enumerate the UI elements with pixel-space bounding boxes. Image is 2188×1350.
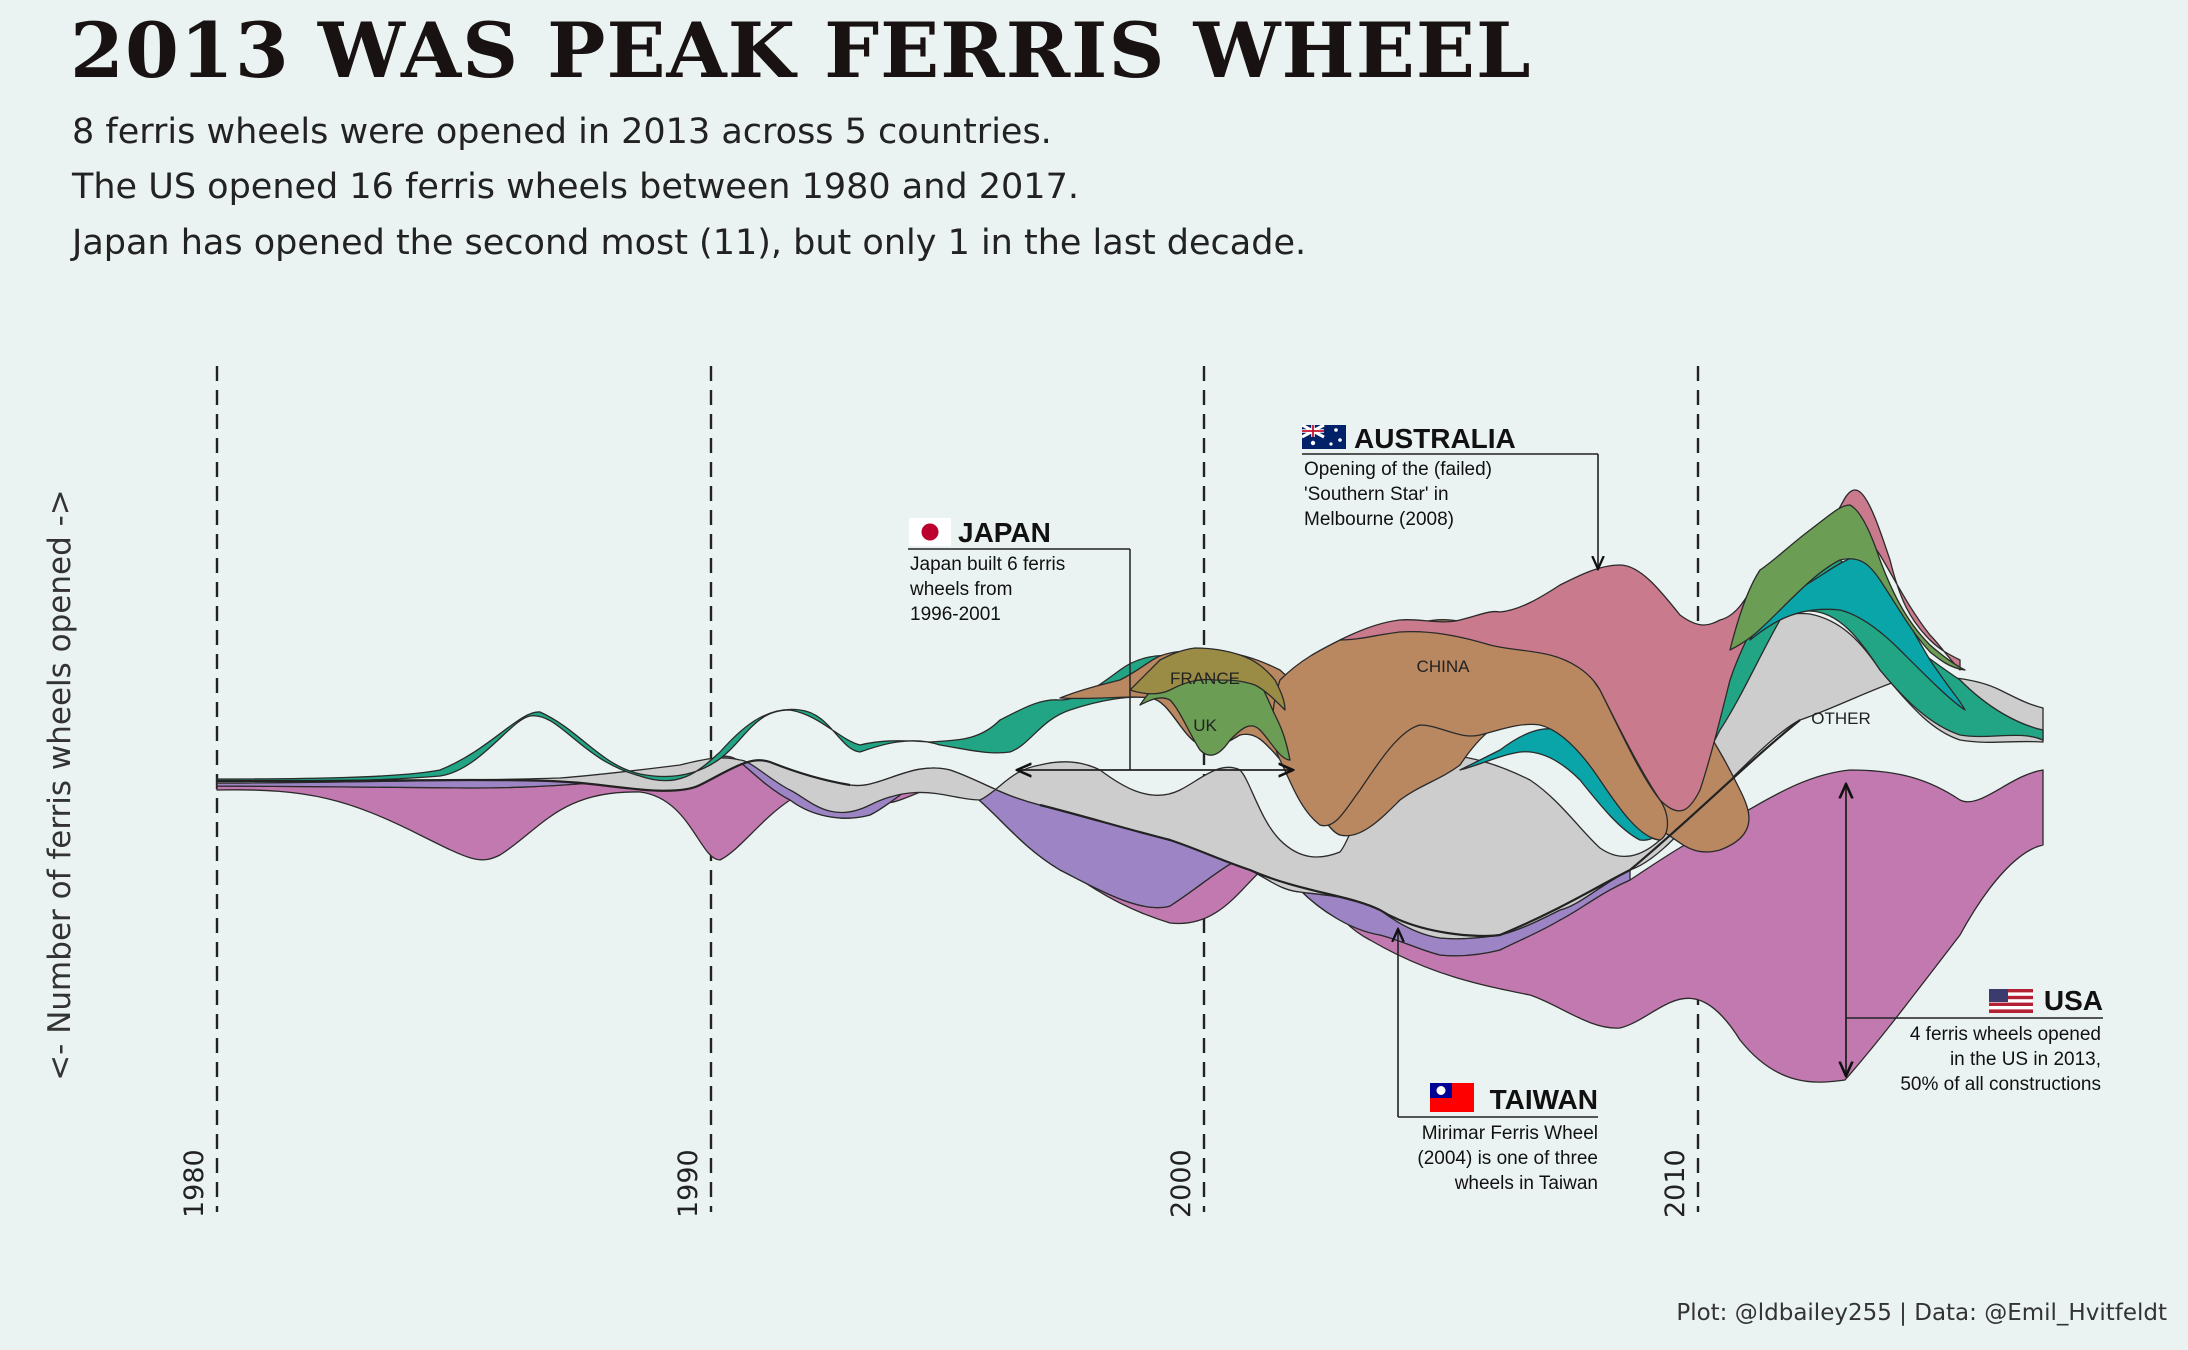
taiwan-flag-icon xyxy=(1430,1083,1474,1112)
annotation-taiwan-title: TAIWAN xyxy=(1490,1084,1598,1115)
stream-france-2000 xyxy=(1129,647,1286,711)
tick-label-1980: 1980 xyxy=(179,1149,210,1218)
annotation-usa-title: USA xyxy=(2044,985,2103,1016)
annotation-australia-line-3: Melbourne (2008) xyxy=(1304,509,1454,530)
annotation-japan: JAPAN Japan built 6 ferris wheels from 1… xyxy=(908,517,1293,770)
japan-flag-icon xyxy=(909,518,951,546)
chart-title: 2013 WAS PEAK FERRIS WHEEL xyxy=(70,6,1532,95)
annotation-taiwan-line-3: wheels in Taiwan xyxy=(1454,1173,1598,1194)
stream-label-uk: UK xyxy=(1193,716,1217,735)
annotation-australia-title: AUSTRALIA xyxy=(1354,423,1516,454)
stream-teal-2010s xyxy=(1749,554,1966,711)
tick-label-2000: 2000 xyxy=(1166,1149,1197,1218)
annotation-taiwan-line-1: Mirimar Ferris Wheel xyxy=(1422,1123,1598,1144)
stream-uk xyxy=(1729,504,1966,671)
stream-layers xyxy=(216,489,2044,1083)
tick-label-2010: 2010 xyxy=(1660,1149,1691,1218)
annotation-usa-line-3: 50% of all constructions xyxy=(1900,1074,2101,1095)
outline-middle xyxy=(216,759,851,792)
stream-label-china: CHINA xyxy=(1417,657,1471,676)
annotation-australia-line-1: Opening of the (failed) xyxy=(1304,459,1492,480)
annotation-japan-line-3: 1996-2001 xyxy=(910,604,1001,625)
caption: Plot: @ldbailey255 | Data: @Emil_Hvitfel… xyxy=(1676,1300,2167,1326)
outline-lower xyxy=(1039,719,1801,938)
annotation-australia: AUSTRALIA Opening of the (failed) 'South… xyxy=(1301,423,1598,569)
annotation-taiwan-line-2: (2004) is one of three xyxy=(1417,1148,1598,1169)
subtitle-line-1: 8 ferris wheels were opened in 2013 acro… xyxy=(72,112,1052,152)
subtitle-line-3: Japan has opened the second most (11), b… xyxy=(72,223,1307,263)
stream-other xyxy=(216,612,2044,940)
subtitle-line-2: The US opened 16 ferris wheels between 1… xyxy=(72,167,1079,207)
stream-label-france: FRANCE xyxy=(1170,669,1240,688)
annotation-usa-line-2: in the US in 2013, xyxy=(1950,1049,2101,1070)
stream-label-other: OTHER xyxy=(1811,709,1871,728)
australia-flag-icon xyxy=(1301,423,1346,449)
usa-flag-icon xyxy=(1989,989,2033,1013)
annotation-japan-line-2: wheels from xyxy=(909,579,1012,600)
tick-label-1990: 1990 xyxy=(673,1149,704,1218)
annotation-usa: USA 4 ferris wheels opened in the US in … xyxy=(1846,784,2103,1095)
annotation-japan-title: JAPAN xyxy=(958,517,1051,548)
annotation-australia-line-2: 'Southern Star' in xyxy=(1304,484,1449,505)
annotation-usa-line-1: 4 ferris wheels opened xyxy=(1910,1024,2101,1045)
stream-outlines xyxy=(216,719,1801,938)
annotation-japan-line-1: Japan built 6 ferris xyxy=(910,554,1065,575)
annotation-taiwan: TAIWAN Mirimar Ferris Wheel (2004) is on… xyxy=(1398,929,1598,1194)
